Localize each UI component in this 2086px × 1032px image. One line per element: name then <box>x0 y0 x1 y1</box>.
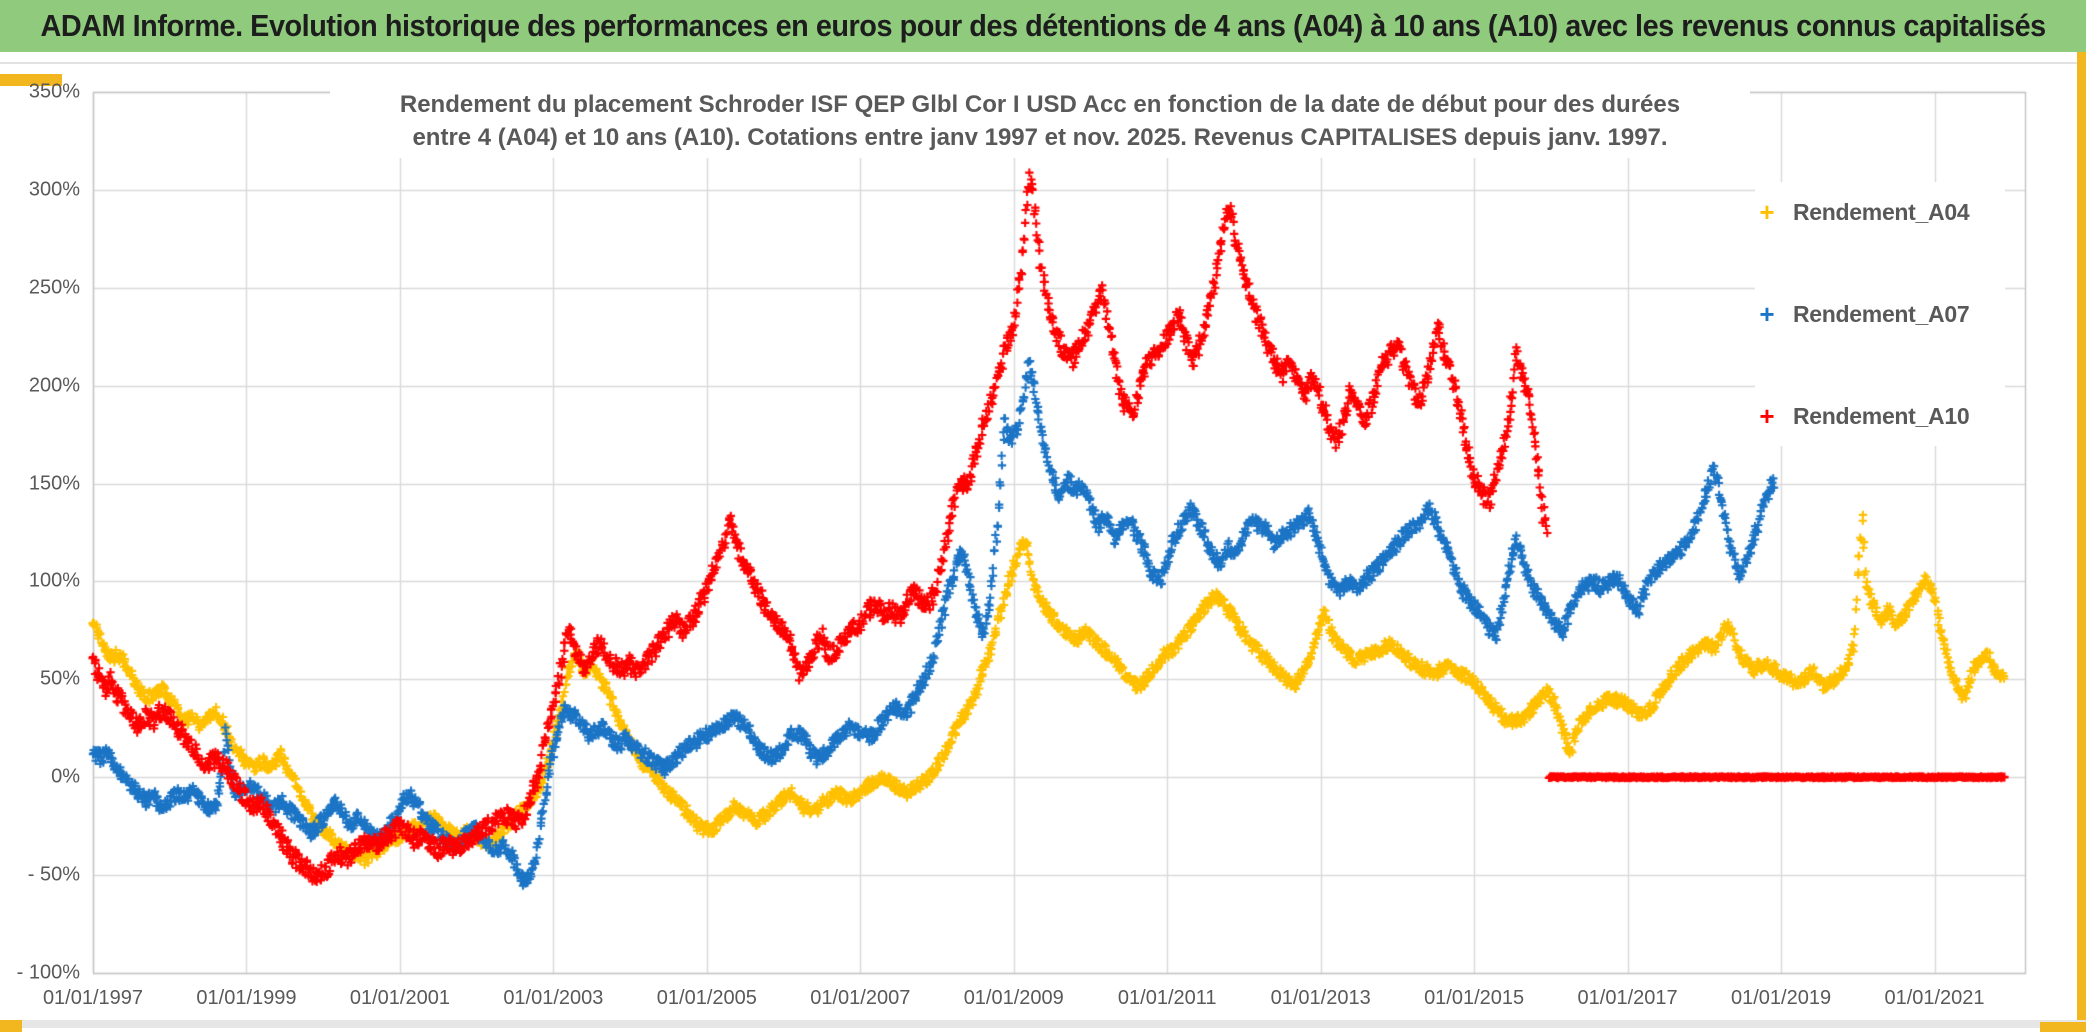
y-tick-label: 50% <box>39 667 80 690</box>
x-tick-label: 01/01/1997 <box>42 987 144 1009</box>
x-tick-label: 01/01/2013 <box>1270 987 1371 1009</box>
chart-plot-area <box>0 52 2077 1020</box>
legend-label: Rendement_A07 <box>1793 300 1970 327</box>
plus-marker-icon: + <box>1759 401 1775 431</box>
y-tick-label: 100% <box>28 569 80 592</box>
x-tick-label: 01/01/2021 <box>1884 987 1985 1009</box>
x-tick-label: 01/01/2003 <box>503 987 604 1009</box>
chart-title: Rendement du placement Schroder ISF QEP … <box>330 86 1750 158</box>
x-tick-label: 01/01/2007 <box>810 987 911 1009</box>
y-tick-label: 350% <box>28 80 80 103</box>
x-tick-label: 01/01/2009 <box>963 987 1064 1009</box>
legend-label: Rendement_A10 <box>1793 402 1970 429</box>
yellow-accent-bottom-right <box>2040 1022 2086 1032</box>
x-tick-label: 01/01/2005 <box>656 987 757 1009</box>
legend-item-a04: + Rendement_A04 <box>1755 194 2005 230</box>
chart-legend: + Rendement_A04 + Rendement_A07 + Rendem… <box>1755 182 2005 446</box>
title-banner: ADAM Informe. Evolution historique des p… <box>0 0 2086 52</box>
y-tick-label: 0% <box>51 765 80 788</box>
legend-item-a10: + Rendement_A10 <box>1755 398 2005 434</box>
y-tick-label: 200% <box>28 374 80 397</box>
page-title: ADAM Informe. Evolution historique des p… <box>40 8 2046 43</box>
y-tick-label: - 50% <box>27 863 80 886</box>
plus-marker-icon: + <box>1759 299 1775 329</box>
y-tick-label: - 100% <box>16 961 80 984</box>
x-tick-label: 01/01/2019 <box>1730 987 1832 1009</box>
performance-scatter-chart: Rendement du placement Schroder ISF QEP … <box>0 52 2077 1020</box>
plus-marker-icon: + <box>1759 197 1775 227</box>
legend-item-a07: + Rendement_A07 <box>1755 296 2005 332</box>
x-tick-label: 01/01/2011 <box>1117 987 1217 1009</box>
y-tick-label: 150% <box>28 472 80 495</box>
chart-title-line1: Rendement du placement Schroder ISF QEP … <box>399 91 1681 118</box>
x-tick-label: 01/01/1999 <box>196 987 297 1009</box>
yellow-accent-bottom-left <box>0 1020 22 1032</box>
legend-label: Rendement_A04 <box>1793 198 1970 225</box>
footer-strip <box>0 1020 2086 1028</box>
x-tick-label: 01/01/2015 <box>1424 987 1525 1009</box>
x-tick-label: 01/01/2001 <box>349 987 450 1009</box>
yellow-accent-right-edge <box>2077 52 2086 1032</box>
x-tick-label: 01/01/2017 <box>1577 987 1678 1009</box>
y-tick-label: 300% <box>28 178 80 201</box>
chart-title-line2: entre 4 (A04) et 10 ans (A10). Cotations… <box>412 124 1668 151</box>
y-tick-label: 250% <box>28 276 80 299</box>
